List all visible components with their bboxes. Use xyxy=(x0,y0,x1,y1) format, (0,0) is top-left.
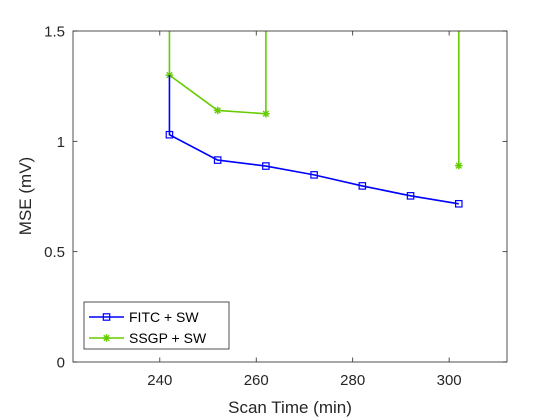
fitc-point xyxy=(310,171,318,179)
x-tick-label: 280 xyxy=(340,372,365,389)
y-tick-label: 1 xyxy=(57,134,65,151)
legend-label: SSGP + SW xyxy=(129,330,207,346)
y-tick-label: 1.5 xyxy=(44,24,65,41)
fitc-point xyxy=(213,156,222,164)
series-layer xyxy=(165,31,463,208)
fitc-point xyxy=(165,130,174,139)
ssgp-point xyxy=(262,109,270,118)
fitc-point xyxy=(358,182,367,190)
x-tick-label: 300 xyxy=(437,372,462,389)
axes-box xyxy=(72,30,508,363)
axes-layer: 240 260 280 300 0 0.5 1 1.5 xyxy=(44,24,508,389)
legend-marker xyxy=(102,334,111,342)
fitc-point xyxy=(454,199,463,208)
ssgp-point xyxy=(454,161,463,170)
y-tick-label: 0.5 xyxy=(44,244,65,261)
fitc-point xyxy=(262,162,270,170)
x-axis-title: Scan Time (min) xyxy=(228,398,352,417)
legend-marker xyxy=(102,313,111,321)
y-axis-title: MSE (mV) xyxy=(16,157,35,235)
fitc-line xyxy=(168,75,459,205)
legend-item: FITC + SW xyxy=(89,309,199,325)
fitc-point xyxy=(406,192,415,200)
legend: FITC + SW SSGP + SW xyxy=(83,301,230,350)
legend-items: FITC + SW SSGP + SW xyxy=(89,309,207,346)
ssgp-point xyxy=(213,106,222,115)
legend-item: SSGP + SW xyxy=(89,330,207,346)
x-tick-label: 260 xyxy=(244,372,269,389)
legend-label: FITC + SW xyxy=(129,309,199,325)
y-tick-label: 0 xyxy=(57,355,65,372)
legend-box xyxy=(83,301,230,350)
x-tick-label: 240 xyxy=(147,372,172,389)
